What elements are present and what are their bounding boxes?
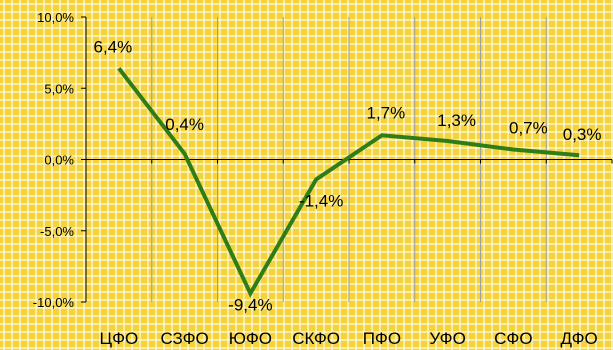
- x-category-label: ЦФО: [100, 329, 139, 348]
- x-category-label: СФО: [494, 329, 532, 348]
- x-category-label: УФО: [429, 329, 465, 348]
- y-tick-label: 0,0%: [44, 153, 74, 168]
- y-tick-label: 5,0%: [44, 81, 74, 96]
- data-label: 6,4%: [94, 37, 133, 56]
- labels: 10,0% 5,0% 0,0% -5,0% -10,0% ЦФО СЗФО ЮФО СКФО ПФ…: [33, 10, 602, 348]
- data-label: 0,3%: [563, 125, 602, 144]
- x-category-label: ПФО: [363, 329, 401, 348]
- x-category-label: СКФО: [292, 329, 340, 348]
- series: [117, 67, 580, 298]
- x-category-label: СЗФО: [160, 329, 208, 348]
- data-label: 0,7%: [509, 119, 548, 138]
- y-tick-label: 10,0%: [37, 10, 74, 25]
- data-label: -9,4%: [228, 295, 272, 314]
- y-tick-label: -5,0%: [40, 224, 74, 239]
- y-tick-label: -10,0%: [33, 295, 75, 310]
- data-label: 1,7%: [367, 103, 406, 122]
- x-category-label: ЮФО: [229, 329, 272, 348]
- data-label: 1,3%: [437, 111, 476, 130]
- x-category-label: ДФО: [560, 329, 597, 348]
- series-line: [117, 67, 580, 298]
- data-label: -1,4%: [299, 191, 343, 210]
- data-label: 0,4%: [165, 115, 204, 134]
